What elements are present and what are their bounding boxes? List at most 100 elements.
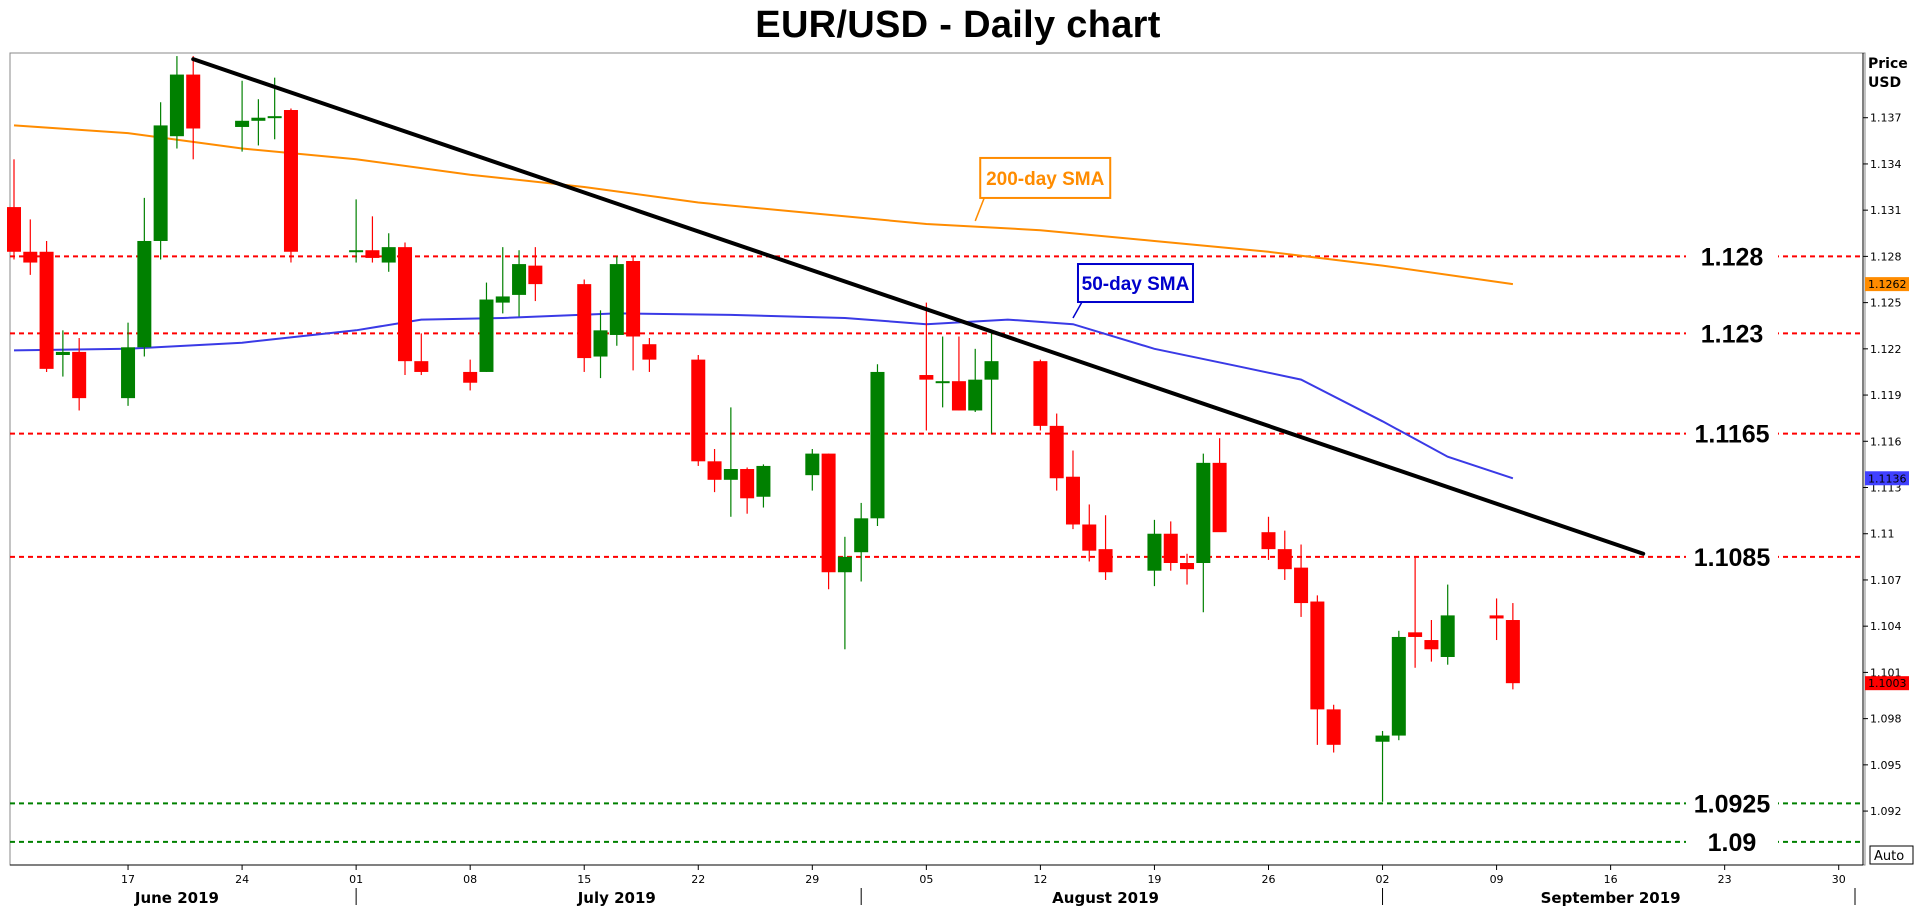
candle (805, 448, 820, 491)
candle (414, 333, 429, 376)
price-tag-label: 1.1003 (1868, 677, 1907, 690)
price-tag-bg (1865, 676, 1909, 691)
candle-body (984, 361, 999, 380)
candle-body (626, 261, 641, 337)
level-label-bg (1686, 242, 1778, 271)
candle-body (951, 381, 966, 411)
candle (349, 199, 364, 263)
sma50-line (13, 312, 1514, 480)
chart-title: EUR/USD - Daily chart (755, 4, 1161, 46)
candle-body (528, 265, 543, 285)
price-tick-label: 1.116 (1870, 435, 1902, 448)
candle (1294, 544, 1309, 617)
candle (870, 364, 885, 527)
candle-body (723, 469, 738, 480)
candle (121, 322, 136, 406)
candle-body (137, 240, 152, 348)
candle-body (153, 125, 168, 241)
candle (1033, 359, 1048, 431)
price-tag: 1.1136 (1865, 471, 1909, 486)
candle (1489, 598, 1504, 641)
candle (235, 80, 250, 152)
candle-body (23, 251, 38, 263)
price-tick-label: 1.104 (1870, 620, 1902, 633)
candle-body (1326, 709, 1341, 745)
level-label: 1.09 (1708, 829, 1757, 857)
candle (723, 407, 738, 517)
candle-body (870, 371, 885, 519)
candle-body (1440, 615, 1455, 657)
candle (1326, 704, 1341, 753)
level-label-bg (1686, 827, 1778, 856)
candle (626, 256, 641, 371)
candle (528, 247, 543, 302)
candle-body (1294, 567, 1309, 604)
candle-body (251, 117, 266, 121)
candle-body (463, 371, 478, 383)
sma200-layer (13, 124, 1514, 286)
candle-body (349, 250, 364, 253)
candle (1424, 620, 1439, 662)
candle (495, 247, 510, 314)
candle (593, 310, 608, 379)
time-tick-label: 22 (691, 873, 705, 886)
candle-body (1310, 601, 1325, 710)
price-tick-label: 1.122 (1870, 343, 1902, 356)
candle (609, 256, 624, 346)
candle-body (1163, 533, 1178, 564)
candle-body (235, 120, 250, 127)
price-tick-label: 1.092 (1870, 805, 1902, 818)
time-tick-label: 08 (463, 873, 477, 886)
candle-body (365, 250, 380, 258)
price-tick-label: 1.128 (1870, 250, 1902, 263)
candle (283, 108, 298, 263)
time-tick-label: 30 (1832, 873, 1846, 886)
candle (7, 159, 21, 260)
candle-body (756, 465, 771, 497)
candle (381, 233, 396, 272)
candle-body (39, 251, 54, 369)
time-tick-label: 16 (1604, 873, 1618, 886)
time-tick-label: 09 (1490, 873, 1504, 886)
time-tick-label: 12 (1033, 873, 1047, 886)
candle (153, 102, 168, 260)
price-tick-label: 1.107 (1870, 574, 1902, 587)
level-label-bg (1686, 542, 1778, 571)
candle (756, 464, 771, 508)
month-label: September 2019 (1541, 889, 1681, 907)
trendline-layer (191, 57, 1646, 556)
annotation-leader (974, 197, 985, 222)
time-axis: 17 24 01 08 15 22 29 05 12 19 26 02 09 16 23 30 June 201… (121, 865, 1856, 907)
candle-body (1065, 476, 1080, 525)
candle-body (398, 247, 413, 362)
candle (251, 99, 266, 146)
price-tag-bg (1865, 277, 1909, 292)
auto-scale-button[interactable]: Auto (1869, 845, 1914, 865)
candle (169, 56, 184, 149)
candle-body (495, 296, 510, 303)
time-tick-label: 01 (349, 873, 363, 886)
candle-body (968, 379, 983, 411)
candle (479, 282, 494, 372)
candle-body (919, 375, 934, 380)
price-tick-label: 1.095 (1870, 759, 1902, 772)
annotations-layer: 200-day SMA 50-day SMA (974, 156, 1194, 319)
candle-body (1261, 532, 1276, 550)
candle-body (707, 461, 722, 480)
price-tick-label: 1.125 (1870, 297, 1902, 310)
candle-body (837, 556, 852, 573)
price-axis: 1.0921.0951.0981.1011.1041.1071.111.1131… (1863, 112, 1909, 818)
price-tick-label: 1.11 (1870, 528, 1895, 541)
level-label: 1.128 (1701, 243, 1764, 271)
month-label: June 2019 (134, 889, 219, 907)
price-axis-title-line2: USD (1868, 75, 1901, 91)
candle (1082, 504, 1097, 562)
candle-body (169, 74, 184, 137)
price-tick-label: 1.101 (1870, 666, 1902, 679)
candle-body (1424, 640, 1439, 650)
level-label: 1.123 (1701, 320, 1764, 348)
level-label-bg (1686, 789, 1778, 818)
candle-body (479, 299, 494, 372)
auto-scale-label: Auto (1874, 849, 1904, 864)
